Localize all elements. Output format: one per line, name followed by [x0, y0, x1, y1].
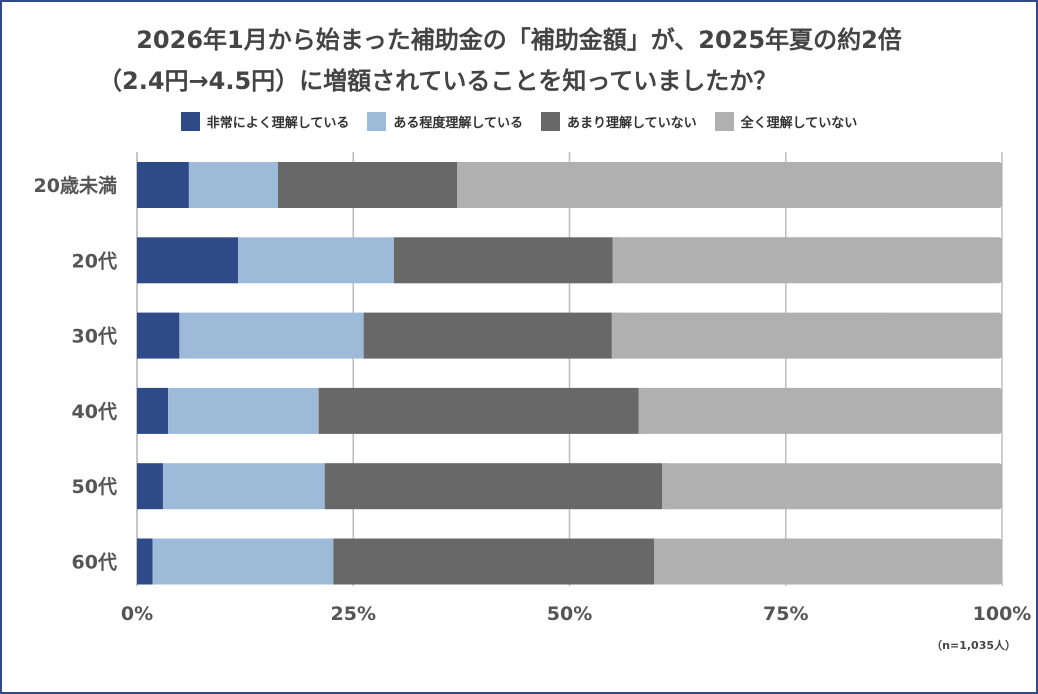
bar-segment — [152, 538, 334, 585]
category-label: 60代 — [72, 552, 117, 574]
bar-segment — [611, 312, 1002, 359]
bar-segment — [137, 387, 169, 434]
legend-item-not-at-all: 全く理解していない — [714, 112, 858, 131]
bar-segment-fill — [654, 538, 661, 585]
bar-segment — [318, 387, 639, 434]
bar-segment-fill — [611, 312, 618, 359]
x-tick-label: 75% — [763, 603, 808, 625]
bar-segment — [162, 463, 325, 510]
bar-segment — [277, 162, 458, 208]
legend-item-not-much: あまり理解していない — [541, 112, 697, 131]
x-tick-label: 50% — [547, 603, 592, 625]
bar-segment-fill — [638, 387, 645, 434]
legend-item-somewhat: ある程度理解している — [367, 112, 523, 131]
legend-swatch — [367, 112, 387, 131]
category-label: 20代 — [72, 250, 117, 272]
x-tick-label: 0% — [121, 603, 153, 625]
category-label: 50代 — [72, 476, 117, 498]
legend-swatch — [541, 112, 560, 131]
legend-item-very-well: 非常によく理解している — [180, 112, 350, 131]
category-label: 30代 — [72, 326, 117, 348]
legend-label: ある程度理解している — [393, 116, 523, 131]
bar-segment — [137, 538, 153, 585]
bar-segment — [393, 237, 613, 284]
chart-title-line1: 2026年1月から始まった補助金の「補助金額」が、2025年夏の約2倍 — [136, 26, 902, 54]
bar-segment-fill — [612, 237, 619, 284]
legend-label: 非常によく理解している — [206, 116, 350, 131]
legend: 非常によく理解している ある程度理解している あまり理解していない 全く理解して… — [0, 112, 1038, 131]
bar-segment — [638, 387, 1002, 434]
bar-segment — [324, 463, 663, 510]
bar-segment — [137, 463, 163, 510]
bar-segment — [363, 312, 612, 359]
bar-segment — [238, 237, 394, 284]
legend-label: 全く理解していない — [740, 116, 858, 131]
bar-segment — [333, 538, 655, 585]
legend-swatch — [180, 112, 200, 131]
bar-segment — [179, 312, 364, 359]
x-tick-label: 25% — [331, 603, 376, 625]
chart-title-line2: （2.4円→4.5円）に増額されていることを知っていましたか？ — [98, 67, 778, 95]
category-label: 20歳未満 — [34, 174, 117, 197]
bar-segment — [137, 312, 180, 359]
bar-segment-fill — [457, 162, 464, 208]
bar-segment — [137, 162, 189, 208]
legend-label: あまり理解していない — [567, 116, 697, 131]
legend-swatch — [714, 112, 734, 131]
bar-segment — [612, 237, 1002, 284]
bar-segment — [457, 162, 1002, 208]
bar-segment — [654, 538, 1002, 585]
bar-segment — [662, 463, 1002, 510]
bar-segment — [137, 237, 239, 284]
category-label: 40代 — [72, 401, 117, 423]
bar-segment-fill — [662, 463, 669, 510]
bar-segment — [168, 387, 319, 434]
x-tick-label: 100% — [973, 603, 1032, 625]
bar-segment — [188, 162, 278, 208]
sample-size-note: （n=1,035人） — [931, 639, 1016, 652]
